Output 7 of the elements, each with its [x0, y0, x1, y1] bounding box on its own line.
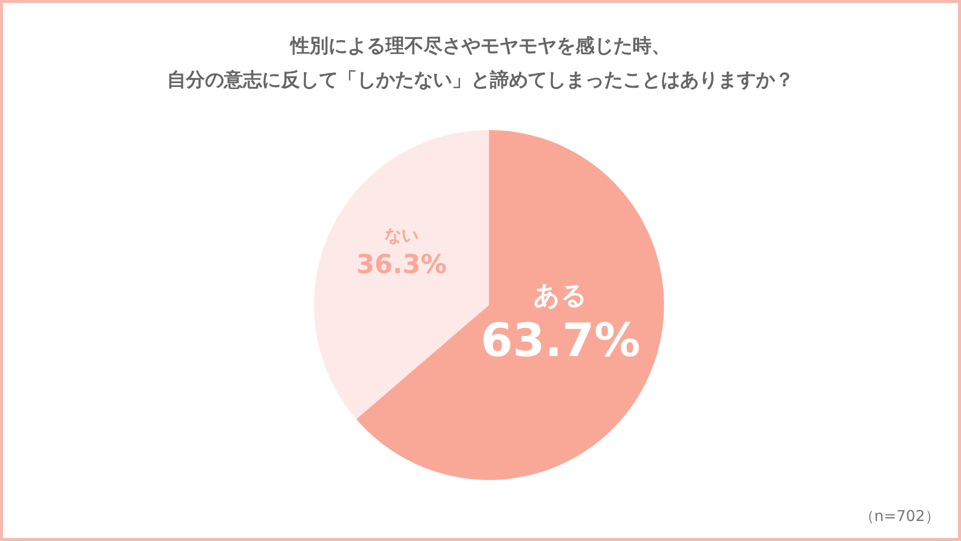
text: （n=702） [859, 507, 940, 526]
data-label: 63.7% [480, 312, 640, 367]
slice-label: ある [534, 280, 588, 311]
data-label: 36.3% [356, 250, 447, 280]
pie-slice [356, 130, 664, 480]
chart-title: 性別による理不尽さやモヤモヤを感じた時、自分の意志に反して「しかたない」と諦めてしまったことはありますか？ [166, 34, 795, 93]
slice-label: ない [384, 226, 419, 246]
